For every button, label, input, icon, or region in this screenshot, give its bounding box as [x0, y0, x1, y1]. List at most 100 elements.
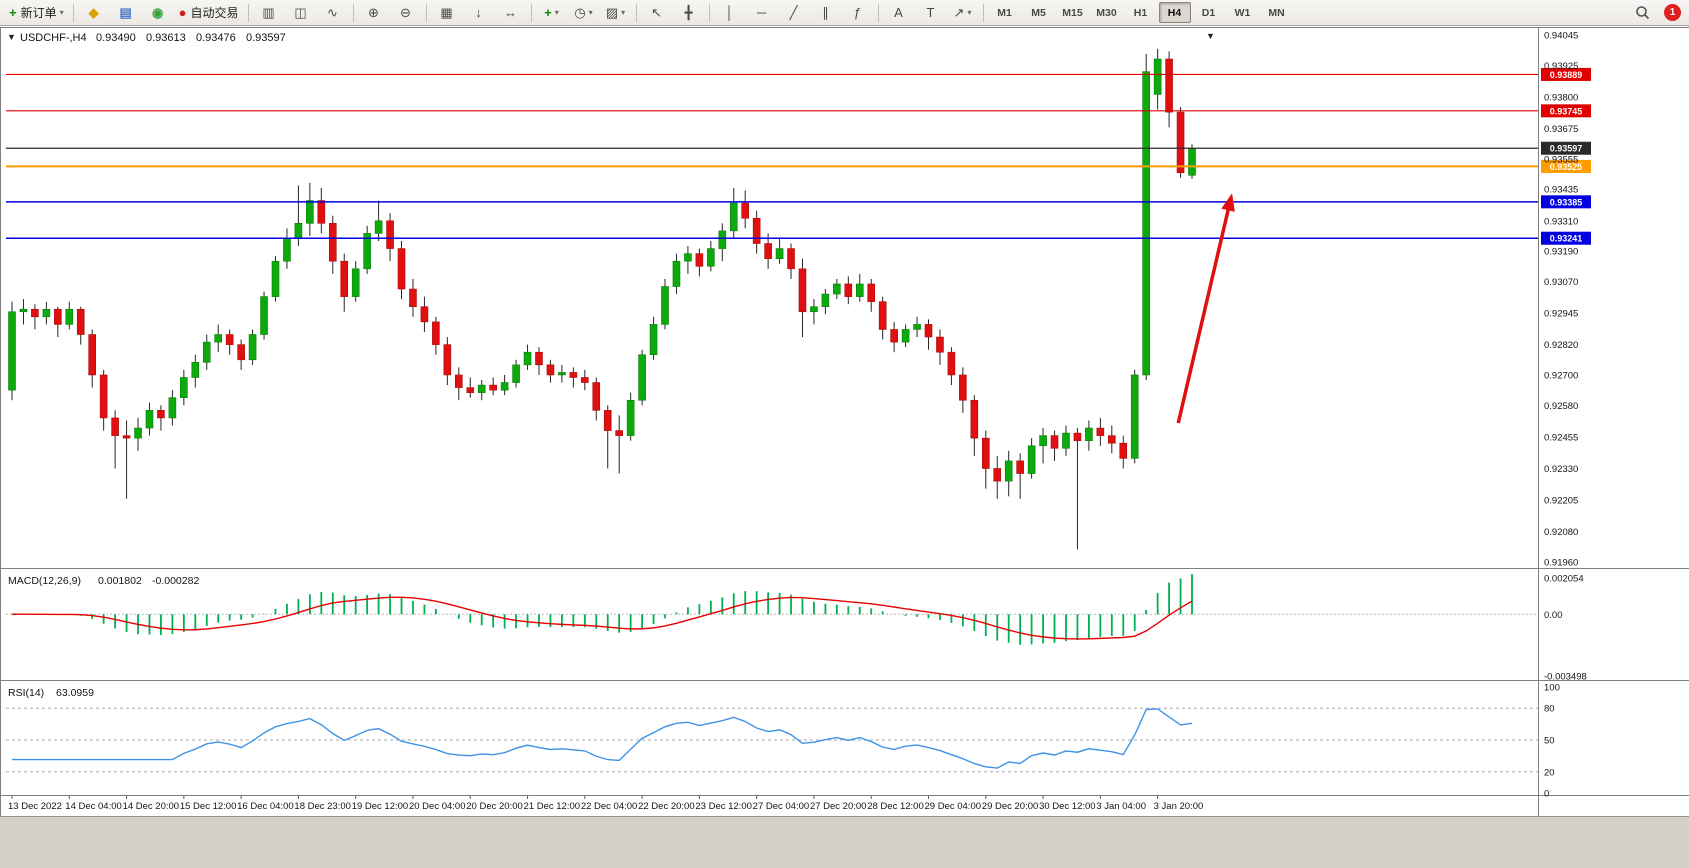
rsi-axis-label: 20 [1544, 767, 1555, 778]
timeframe-button-m15[interactable]: M15 [1062, 6, 1083, 19]
candle-up [145, 410, 154, 429]
vertical-line-button[interactable]: │ [715, 2, 745, 24]
arrows-button[interactable]: ↗ ▾ [948, 2, 978, 24]
periods-button[interactable]: ◷ ▾ [569, 2, 599, 24]
timeframe-button-m1[interactable]: M1 [997, 6, 1012, 19]
one-click-caret[interactable]: ▼ [1206, 31, 1215, 41]
line-chart-button[interactable]: ∿ [318, 2, 348, 24]
chart-shift-button[interactable]: ↔ [496, 2, 526, 24]
time-axis-label: 27 Dec 20:00 [810, 801, 867, 812]
bar-chart-button[interactable]: ▥ [254, 2, 284, 24]
candle-up [855, 283, 864, 297]
rsi-line [12, 708, 1193, 769]
new-order-button[interactable]: + 新订单 ▾ [5, 2, 68, 24]
candle-up [729, 202, 738, 232]
price-axis-label: 0.92205 [1544, 496, 1578, 507]
candlestick-chart-button[interactable]: ◫ [286, 2, 316, 24]
candle-down [157, 410, 165, 419]
candle-up [351, 268, 360, 297]
candle-down [409, 288, 417, 308]
market-watch-icon[interactable]: ▤ [111, 2, 141, 24]
toolbar-separator [708, 3, 710, 22]
tile-windows-button[interactable]: ▦ [432, 2, 462, 24]
candle-up [363, 233, 371, 270]
text-button[interactable]: A [884, 2, 914, 24]
macd-header: MACD(12,26,9) 0.001802 -0.000282 [8, 575, 199, 587]
candle-down [947, 351, 956, 376]
templates-glyph-icon: ▨ [605, 5, 619, 20]
candle-down [111, 417, 119, 436]
candle-down [569, 372, 578, 378]
cursor-button[interactable]: ↖ [642, 2, 672, 24]
timeframe-button-d1[interactable]: D1 [1201, 6, 1216, 19]
notification-badge[interactable]: 1 [1664, 4, 1681, 21]
indicators-button[interactable]: + ▾ [537, 2, 567, 24]
zoom-in-button[interactable]: ⊕ [359, 2, 389, 24]
timeframe-button-m30[interactable]: M30 [1096, 6, 1117, 19]
new-order-button-label: 新订单 [20, 6, 57, 20]
metaeditor-icon-glyph-icon: ◆ [88, 5, 99, 20]
chart-canvas[interactable]: 0.93889 0.93745 0.93597 0.93525 0.93385 0.932… [0, 27, 1689, 863]
time-axis-label: 22 Dec 20:00 [638, 801, 695, 812]
candle-down [959, 374, 967, 401]
trendline-button[interactable]: ╱ [779, 2, 809, 24]
candle-down [603, 410, 612, 431]
search-button[interactable] [1627, 2, 1657, 24]
trend-arrow-annotation[interactable] [1176, 193, 1235, 424]
candle-up [283, 238, 291, 262]
toolbar-right: 1 [1626, 2, 1685, 24]
candle-up [821, 293, 830, 308]
zoom-in-glyph-icon: ⊕ [368, 5, 379, 20]
timeframe-button-mn[interactable]: MN [1268, 6, 1285, 19]
auto-scroll-button[interactable]: ↓ [464, 2, 494, 24]
macd-indicator: 0.002054 0.00 -0.003498 [6, 574, 1587, 683]
candle-down [386, 220, 394, 249]
candle-down [936, 336, 944, 353]
price-axis-label: 0.93190 [1544, 247, 1578, 258]
candle-up [661, 286, 669, 325]
chart-low-value: 0.93476 [196, 32, 236, 44]
crosshair-button[interactable]: ╋ [674, 2, 704, 24]
timeframe-button-h4[interactable]: H4 [1158, 2, 1191, 23]
candle-up [477, 384, 486, 393]
timeframe-button-m5[interactable]: M5 [1031, 6, 1046, 19]
channel-button[interactable]: ∥ [811, 2, 841, 24]
indicators-glyph-icon: + [544, 5, 552, 20]
timeframe-button-w1[interactable]: W1 [1234, 6, 1251, 19]
chart-collapse-caret[interactable]: ▼ [7, 32, 16, 42]
metaeditor-icon[interactable]: ◆ [79, 2, 109, 24]
time-axis[interactable]: 13 Dec 2022 14 Dec 04:00 14 Dec 20:00 15 De… [8, 796, 1203, 812]
market-watch-icon-glyph-icon: ▤ [119, 5, 132, 20]
chart-symbol-period: USDCHF-,H4 [20, 32, 87, 44]
time-axis-label: 29 Dec 04:00 [925, 801, 982, 812]
rsi-label: RSI(14) [8, 687, 44, 699]
candle-down [76, 308, 85, 335]
chart-header: ▼ USDCHF-,H4 0.93490 0.93613 0.93476 0.9… [7, 32, 286, 44]
time-axis-label: 20 Dec 20:00 [466, 801, 523, 812]
candle-down [99, 374, 108, 419]
fibonacci-button[interactable]: ƒ [843, 2, 873, 24]
candle-up [271, 260, 280, 297]
candlestick-chart-glyph-icon: ◫ [294, 5, 307, 20]
text-label-button[interactable]: T [916, 2, 946, 24]
timeframe-button-h1[interactable]: H1 [1133, 6, 1148, 19]
zoom-out-button[interactable]: ⊖ [391, 2, 421, 24]
refresh-icon[interactable]: ◉ [143, 2, 173, 24]
vertical-line-glyph-icon: │ [725, 5, 734, 20]
price-tag-value: 0.93385 [1550, 197, 1583, 207]
candle-down [340, 260, 349, 297]
candle-down [535, 351, 543, 366]
price-axis-label: 0.93070 [1544, 277, 1578, 288]
templates-button[interactable]: ▨ ▾ [601, 2, 631, 24]
candle-down [420, 306, 429, 323]
price-axis[interactable]: 0.94045 0.93925 0.93800 0.93675 0.93555 0.934… [1544, 31, 1578, 569]
time-axis-label: 16 Dec 04:00 [237, 801, 294, 812]
candle-down [867, 283, 876, 302]
candle-down [798, 268, 807, 313]
horizontal-line-button[interactable]: ─ [747, 2, 777, 24]
autotrading-button[interactable]: ● 自动交易 [175, 2, 243, 24]
time-axis-label: 3 Jan 20:00 [1154, 801, 1204, 812]
candle-up [1039, 435, 1047, 447]
toolbar-separator [635, 3, 637, 22]
candle-down [993, 468, 1002, 482]
